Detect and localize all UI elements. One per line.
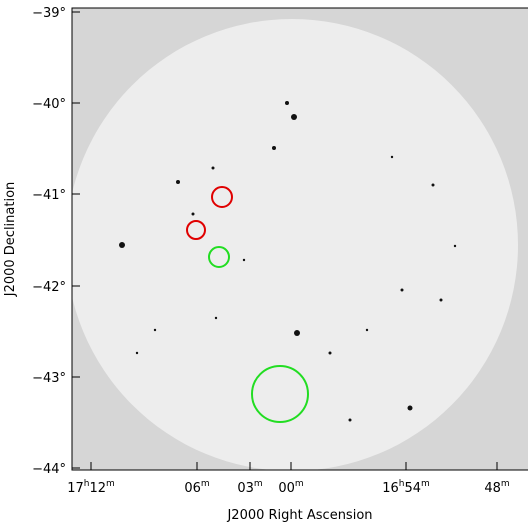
- x-tick-number: 03: [237, 481, 254, 496]
- region-circle-green: [208, 246, 230, 268]
- x-tick-number: 16: [382, 481, 399, 496]
- y-tick-label: −42°: [32, 280, 66, 295]
- x-axis-label: J2000 Right Ascension: [226, 508, 372, 523]
- x-tick-label: 16h54m: [382, 479, 430, 496]
- primary-beam-disk: [72, 19, 518, 470]
- x-tick-label: 03m: [237, 479, 262, 496]
- y-tick-label: −40°: [32, 97, 66, 112]
- y-tick-label: −43°: [32, 371, 66, 386]
- sources: [119, 101, 457, 422]
- x-tick-number: 48: [484, 481, 501, 496]
- x-tick-unit: h: [399, 479, 405, 489]
- x-tick-unit: m: [295, 479, 304, 489]
- x-tick-unit: m: [254, 479, 263, 489]
- plot-frame: [71, 7, 528, 471]
- x-tick-label: 48m: [484, 479, 509, 496]
- y-tick-label: −41°: [32, 188, 66, 203]
- x-tick-unit: h: [84, 479, 90, 489]
- y-tick-label: −44°: [32, 462, 66, 477]
- x-tick-unit: m: [421, 479, 430, 489]
- x-tick-number: 54: [404, 481, 421, 496]
- x-tick-unit: m: [501, 479, 510, 489]
- x-tick-unit: m: [106, 479, 115, 489]
- region-circle-red: [186, 220, 206, 240]
- x-tick-label: 17h12m: [67, 479, 115, 496]
- sky-image: [72, 8, 528, 470]
- x-tick-number: 06: [184, 481, 201, 496]
- x-tick-unit: m: [201, 479, 210, 489]
- region-circle-green: [251, 365, 309, 423]
- x-tick-label: 00m: [278, 479, 303, 496]
- x-tick-label: 06m: [184, 479, 209, 496]
- x-tick-number: 00: [278, 481, 295, 496]
- x-tick-number: 17: [67, 481, 84, 496]
- y-tick-label: −39°: [32, 6, 66, 21]
- y-axis-label: J2000 Declination: [3, 182, 18, 298]
- x-tick-number: 12: [89, 481, 106, 496]
- region-circle-red: [211, 186, 233, 208]
